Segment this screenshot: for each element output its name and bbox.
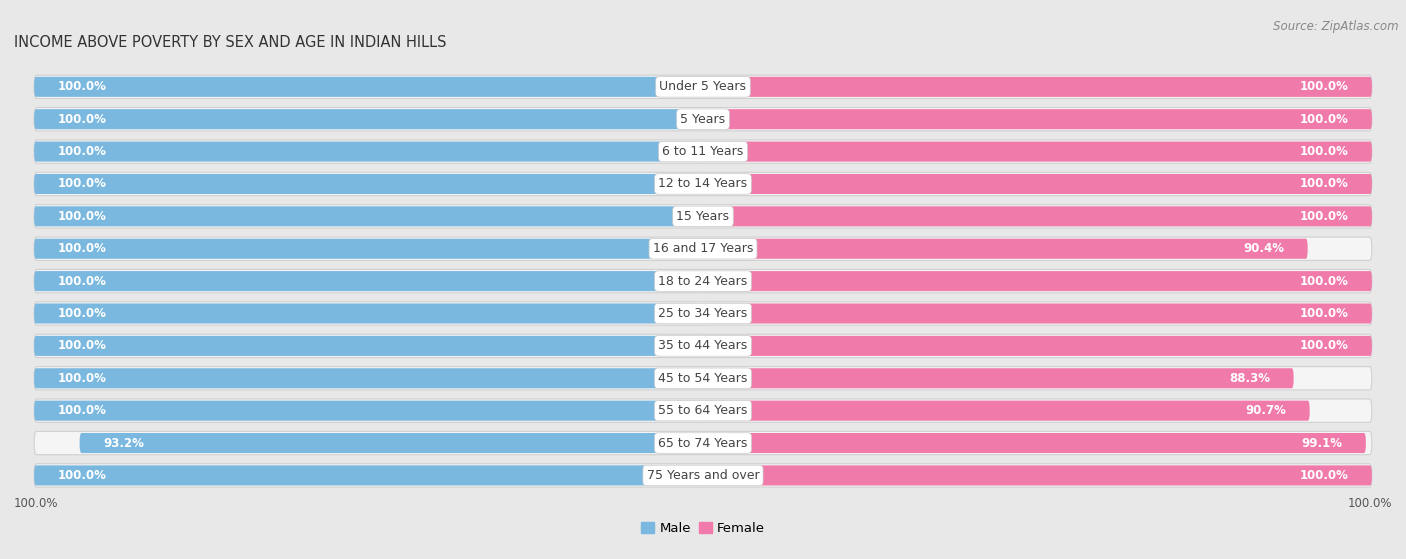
Text: Source: ZipAtlas.com: Source: ZipAtlas.com: [1274, 20, 1399, 32]
FancyBboxPatch shape: [34, 334, 1372, 358]
FancyBboxPatch shape: [703, 466, 1372, 485]
Text: 100.0%: 100.0%: [1347, 498, 1392, 510]
Text: 15 Years: 15 Years: [676, 210, 730, 223]
Text: 100.0%: 100.0%: [1299, 145, 1348, 158]
FancyBboxPatch shape: [34, 109, 703, 129]
FancyBboxPatch shape: [34, 174, 703, 194]
FancyBboxPatch shape: [34, 172, 1372, 196]
FancyBboxPatch shape: [34, 269, 1372, 293]
FancyBboxPatch shape: [34, 302, 1372, 325]
Text: 100.0%: 100.0%: [58, 339, 107, 352]
FancyBboxPatch shape: [34, 206, 703, 226]
Text: 45 to 54 Years: 45 to 54 Years: [658, 372, 748, 385]
Text: 100.0%: 100.0%: [1299, 210, 1348, 223]
Text: 5 Years: 5 Years: [681, 113, 725, 126]
Text: 88.3%: 88.3%: [1229, 372, 1270, 385]
Text: 18 to 24 Years: 18 to 24 Years: [658, 274, 748, 288]
Text: 100.0%: 100.0%: [1299, 274, 1348, 288]
Text: 100.0%: 100.0%: [58, 274, 107, 288]
FancyBboxPatch shape: [34, 466, 703, 485]
FancyBboxPatch shape: [34, 77, 703, 97]
FancyBboxPatch shape: [34, 239, 703, 259]
FancyBboxPatch shape: [34, 464, 1372, 487]
Text: 100.0%: 100.0%: [1299, 307, 1348, 320]
FancyBboxPatch shape: [703, 141, 1372, 162]
Text: 100.0%: 100.0%: [58, 372, 107, 385]
Text: 100.0%: 100.0%: [1299, 113, 1348, 126]
FancyBboxPatch shape: [34, 304, 703, 324]
FancyBboxPatch shape: [703, 206, 1372, 226]
FancyBboxPatch shape: [34, 432, 1372, 454]
Text: 16 and 17 Years: 16 and 17 Years: [652, 242, 754, 255]
Text: 100.0%: 100.0%: [1299, 80, 1348, 93]
Text: INCOME ABOVE POVERTY BY SEX AND AGE IN INDIAN HILLS: INCOME ABOVE POVERTY BY SEX AND AGE IN I…: [14, 35, 447, 50]
Text: 12 to 14 Years: 12 to 14 Years: [658, 177, 748, 191]
Text: 100.0%: 100.0%: [1299, 469, 1348, 482]
FancyBboxPatch shape: [703, 109, 1372, 129]
Text: 100.0%: 100.0%: [1299, 339, 1348, 352]
FancyBboxPatch shape: [703, 336, 1372, 356]
Text: 75 Years and over: 75 Years and over: [647, 469, 759, 482]
FancyBboxPatch shape: [34, 140, 1372, 163]
FancyBboxPatch shape: [34, 237, 1372, 260]
Text: Under 5 Years: Under 5 Years: [659, 80, 747, 93]
FancyBboxPatch shape: [80, 433, 703, 453]
Text: 25 to 34 Years: 25 to 34 Years: [658, 307, 748, 320]
FancyBboxPatch shape: [34, 271, 703, 291]
FancyBboxPatch shape: [703, 433, 1365, 453]
Text: 100.0%: 100.0%: [58, 113, 107, 126]
Text: 100.0%: 100.0%: [58, 210, 107, 223]
Text: 55 to 64 Years: 55 to 64 Years: [658, 404, 748, 417]
Text: 65 to 74 Years: 65 to 74 Years: [658, 437, 748, 449]
FancyBboxPatch shape: [34, 401, 703, 421]
Text: 100.0%: 100.0%: [58, 404, 107, 417]
Text: 93.2%: 93.2%: [103, 437, 143, 449]
FancyBboxPatch shape: [34, 336, 703, 356]
Text: 100.0%: 100.0%: [58, 469, 107, 482]
FancyBboxPatch shape: [34, 205, 1372, 228]
Text: 100.0%: 100.0%: [58, 177, 107, 191]
Text: 90.4%: 90.4%: [1243, 242, 1284, 255]
Text: 100.0%: 100.0%: [1299, 177, 1348, 191]
FancyBboxPatch shape: [34, 107, 1372, 131]
Text: 99.1%: 99.1%: [1302, 437, 1343, 449]
FancyBboxPatch shape: [34, 368, 703, 389]
FancyBboxPatch shape: [34, 399, 1372, 422]
FancyBboxPatch shape: [703, 401, 1309, 421]
FancyBboxPatch shape: [703, 271, 1372, 291]
FancyBboxPatch shape: [703, 174, 1372, 194]
FancyBboxPatch shape: [703, 368, 1294, 389]
Text: 100.0%: 100.0%: [58, 145, 107, 158]
Text: 6 to 11 Years: 6 to 11 Years: [662, 145, 744, 158]
Text: 90.7%: 90.7%: [1246, 404, 1286, 417]
Legend: Male, Female: Male, Female: [636, 517, 770, 541]
FancyBboxPatch shape: [34, 75, 1372, 98]
FancyBboxPatch shape: [703, 77, 1372, 97]
Text: 35 to 44 Years: 35 to 44 Years: [658, 339, 748, 352]
Text: 100.0%: 100.0%: [58, 242, 107, 255]
FancyBboxPatch shape: [34, 367, 1372, 390]
FancyBboxPatch shape: [34, 141, 703, 162]
FancyBboxPatch shape: [703, 239, 1308, 259]
Text: 100.0%: 100.0%: [58, 307, 107, 320]
Text: 100.0%: 100.0%: [14, 498, 59, 510]
FancyBboxPatch shape: [703, 304, 1372, 324]
Text: 100.0%: 100.0%: [58, 80, 107, 93]
